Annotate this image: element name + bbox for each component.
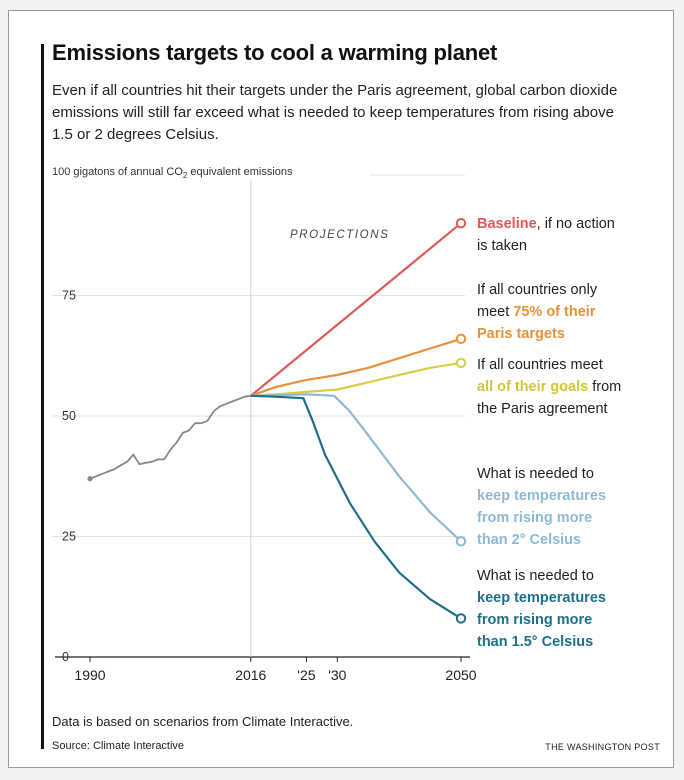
x-tick-label: '25 [297, 667, 315, 683]
label-75-percent: If all countries only meet 75% of their … [477, 279, 677, 345]
endpoint-one-point-five-degree [455, 613, 467, 624]
label-all-line1: If all countries meet [477, 357, 603, 373]
label-15deg-line4: than 1.5° Celsius [477, 634, 594, 650]
unit-suffix: equivalent emissions [187, 166, 293, 178]
chart-title: Emissions targets to cool a warming plan… [52, 40, 498, 65]
label-75-highlight-a: 75% of their [513, 304, 596, 320]
y-tick-label: 0 [62, 650, 69, 664]
label-baseline-line2: is taken [477, 238, 527, 254]
projections-annotation: PROJECTIONS [290, 229, 389, 241]
endpoint-baseline [455, 218, 467, 229]
line-two-degree [250, 393, 462, 543]
label-1-5-degrees: What is needed to keep temperatures from… [477, 565, 677, 653]
endpoint-all-goals [455, 357, 467, 369]
label-baseline-highlight: Baseline [477, 216, 537, 232]
endpoint-75-percent-targets [455, 333, 467, 345]
label-2deg-line2: keep temperatures [477, 488, 606, 504]
label-75-highlight-b: Paris targets [477, 326, 565, 342]
label-all-highlight: all of their goals [477, 379, 589, 395]
y-tick-label: 50 [62, 409, 76, 423]
gridlines [52, 174, 470, 658]
x-ticks: 1990 2016 '25 '30 2050 [74, 657, 477, 683]
line-one-point-five-degree [250, 394, 462, 620]
label-2-degrees: What is needed to keep temperatures from… [477, 463, 677, 551]
label-2deg-line3: from rising more [477, 510, 593, 526]
label-2deg-line4: than 2° Celsius [477, 532, 582, 548]
label-all-line3: the Paris agreement [477, 401, 608, 417]
left-rule [41, 44, 44, 749]
x-tick-label: 1990 [74, 667, 105, 683]
label-75-line2-before: meet [477, 304, 514, 320]
series-endpoints [87, 218, 467, 624]
y-axis-unit-label: 100 gigatons of annual CO2 equivalent em… [52, 166, 293, 180]
chart-subtitle: Even if all countries hit their targets … [52, 82, 618, 143]
series-lines [89, 222, 462, 620]
source-line: Source: Climate Interactive [52, 740, 185, 752]
unit-subscript: 2 [182, 171, 188, 181]
x-tick-label: 2050 [445, 667, 476, 683]
x-tick-label: 2016 [235, 667, 266, 683]
y-tick-label: 25 [62, 530, 76, 544]
line-75-percent-targets [250, 337, 462, 397]
label-15deg-line1: What is needed to [477, 568, 594, 584]
history-start-dot [87, 476, 93, 482]
label-15deg-line3: from rising more [477, 612, 593, 628]
publisher-credit: THE WASHINGTON POST [545, 742, 660, 752]
line-all-goals [250, 361, 462, 397]
y-tick-label: 75 [62, 289, 76, 303]
endpoint-two-degree [455, 536, 467, 547]
y-tick-labels: 0 25 50 75 [62, 289, 76, 665]
label-15deg-line2: keep temperatures [477, 590, 606, 606]
history-line [89, 394, 251, 480]
x-tick-label: '30 [328, 667, 346, 683]
label-all-after: from [588, 379, 622, 395]
label-2deg-line1: What is needed to [477, 466, 594, 482]
label-75-line1: If all countries only [477, 282, 598, 298]
label-baseline-after: , if no action [536, 216, 615, 232]
line-baseline [250, 222, 462, 397]
unit-prefix: 100 gigatons of annual CO [52, 166, 183, 178]
label-all-goals: If all countries meet all of their goals… [477, 354, 677, 420]
label-baseline: Baseline, if no action is taken [477, 213, 677, 257]
data-note: Data is based on scenarios from Climate … [52, 714, 354, 729]
